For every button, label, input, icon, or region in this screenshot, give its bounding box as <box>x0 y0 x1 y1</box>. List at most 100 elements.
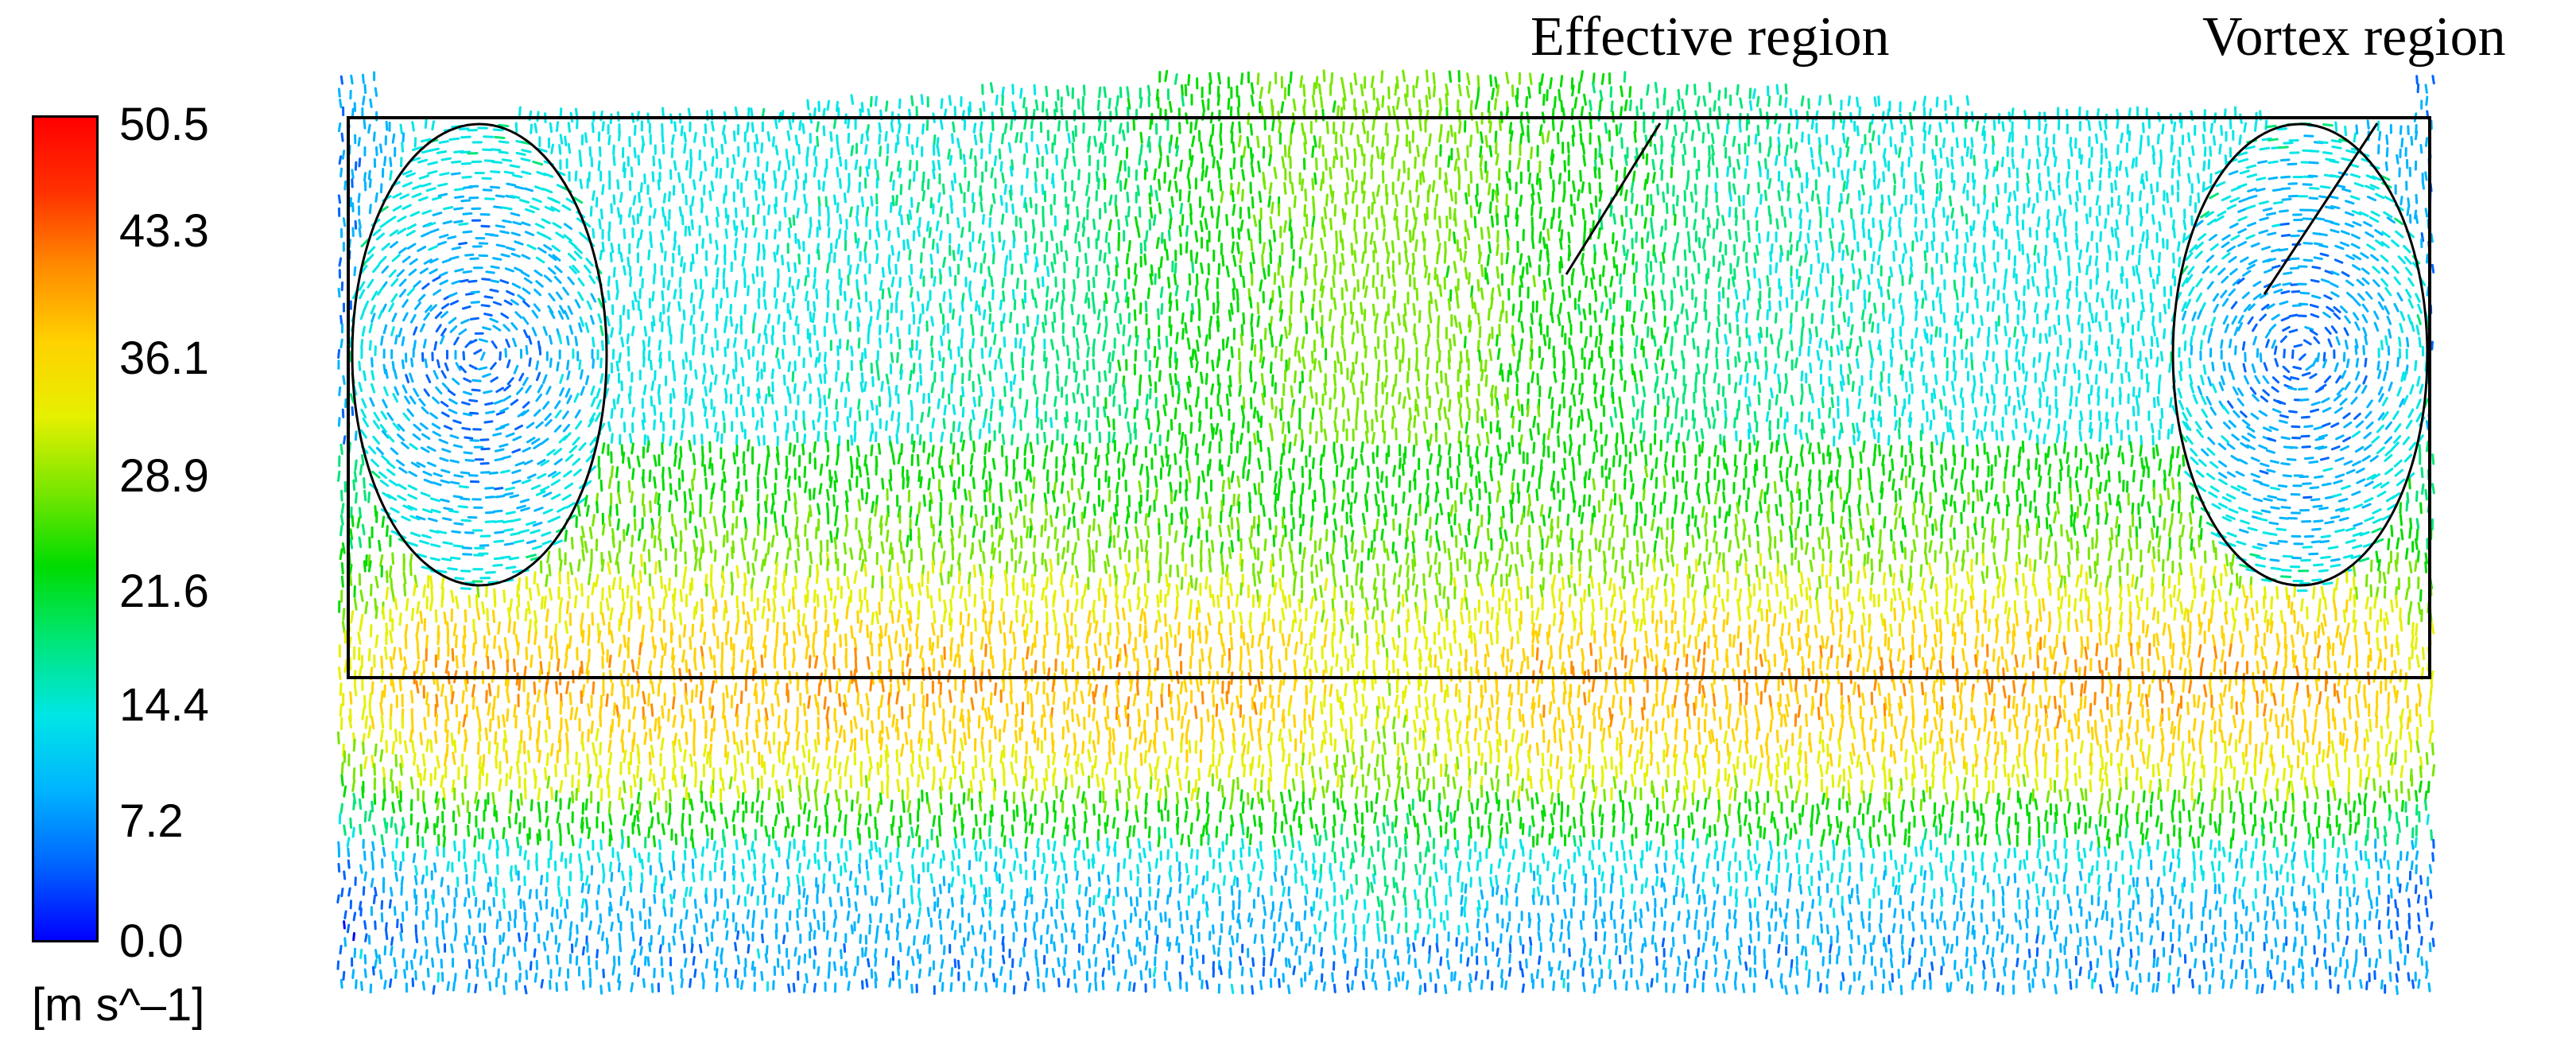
velocity-vector <box>619 251 623 262</box>
velocity-vector <box>1115 172 1120 184</box>
velocity-vector <box>398 247 407 255</box>
velocity-vector <box>2289 257 2300 261</box>
velocity-vector <box>1251 165 1255 178</box>
velocity-vector <box>1000 107 1004 119</box>
velocity-vector <box>1227 359 1231 371</box>
velocity-vector <box>502 324 510 332</box>
velocity-vector <box>960 250 964 262</box>
velocity-vector <box>980 348 984 359</box>
velocity-vector <box>1127 205 1131 218</box>
velocity-vector <box>1185 289 1189 302</box>
velocity-vector <box>1939 147 1943 159</box>
velocity-vector <box>2168 362 2172 373</box>
velocity-vector <box>1484 374 1488 387</box>
velocity-vector <box>2078 348 2082 359</box>
velocity-vector <box>1196 273 1199 286</box>
velocity-vector <box>1096 385 1100 397</box>
velocity-vector <box>616 179 620 190</box>
velocity-vector <box>744 227 748 239</box>
velocity-vector <box>1382 227 1387 241</box>
velocity-vector <box>498 150 509 154</box>
velocity-vector <box>599 373 604 384</box>
velocity-vector <box>443 206 454 211</box>
velocity-vector <box>2024 333 2028 344</box>
velocity-vector <box>1332 155 1336 169</box>
velocity-vector <box>1153 345 1157 359</box>
velocity-vector <box>2330 139 2342 143</box>
velocity-vector <box>1057 120 1061 132</box>
velocity-vector <box>358 227 362 238</box>
velocity-vector <box>1065 250 1069 262</box>
velocity-vector <box>399 193 410 200</box>
velocity-vector <box>1845 146 1850 157</box>
velocity-vector <box>825 312 829 324</box>
velocity-vector <box>1623 71 1627 83</box>
velocity-vector <box>1201 169 1205 181</box>
velocity-vector <box>627 207 632 218</box>
velocity-vector <box>2353 132 2357 143</box>
velocity-vector <box>1949 95 1953 106</box>
velocity-vector <box>1821 262 1825 274</box>
velocity-vector <box>1479 154 1484 168</box>
velocity-vector <box>1271 374 1274 387</box>
velocity-vector <box>1030 118 1034 130</box>
velocity-vector <box>548 293 556 302</box>
velocity-vector <box>556 361 560 372</box>
velocity-vector <box>1697 237 1701 249</box>
velocity-vector <box>1739 374 1743 386</box>
velocity-vector <box>1084 292 1088 304</box>
velocity-vector <box>918 216 921 228</box>
velocity-vector <box>2277 146 2289 150</box>
velocity-vector <box>801 122 805 134</box>
velocity-vector <box>480 224 491 228</box>
velocity-vector <box>2141 231 2145 243</box>
velocity-vector <box>1736 255 1740 268</box>
velocity-vector <box>2166 192 2169 204</box>
velocity-vector <box>1610 373 1614 386</box>
velocity-vector <box>402 255 411 263</box>
velocity-vector <box>1394 83 1398 96</box>
velocity-vector <box>2098 180 2102 192</box>
velocity-vector <box>1692 337 1696 350</box>
velocity-vector <box>1861 184 1865 196</box>
velocity-vector <box>1488 348 1493 361</box>
velocity-vector <box>1757 297 1762 309</box>
velocity-vector <box>1584 336 1589 348</box>
velocity-vector <box>747 348 751 360</box>
velocity-vector <box>1076 221 1080 232</box>
velocity-vector <box>391 133 396 144</box>
velocity-vector <box>1780 205 1784 217</box>
legend-tick: 21.6 <box>119 565 209 617</box>
velocity-vector <box>1194 285 1198 297</box>
velocity-vector <box>2252 323 2258 332</box>
velocity-vector <box>951 133 954 144</box>
velocity-vector <box>771 381 774 393</box>
velocity-vector <box>2187 132 2191 143</box>
velocity-vector <box>1790 340 1794 352</box>
velocity-vector <box>990 167 994 179</box>
velocity-vector <box>630 166 634 177</box>
velocity-vector <box>1608 346 1612 359</box>
velocity-vector <box>534 223 545 229</box>
velocity-vector <box>1530 192 1535 205</box>
velocity-vector <box>1798 255 1803 267</box>
velocity-vector <box>855 216 859 227</box>
velocity-vector <box>2240 256 2249 263</box>
velocity-vector <box>641 142 645 153</box>
velocity-vector <box>439 279 448 286</box>
velocity-vector <box>1670 299 1674 311</box>
velocity-vector <box>2212 293 2219 302</box>
velocity-vector <box>2185 298 2191 309</box>
velocity-vector <box>2252 280 2262 287</box>
velocity-vector <box>685 352 689 363</box>
velocity-vector <box>1584 275 1589 288</box>
velocity-vector <box>1685 84 1689 96</box>
velocity-vector <box>1486 254 1491 266</box>
velocity-vector <box>1456 239 1460 253</box>
velocity-vector <box>1639 300 1644 312</box>
velocity-vector <box>1373 240 1378 254</box>
velocity-vector <box>1790 277 1794 289</box>
velocity-vector <box>2199 340 2203 351</box>
velocity-vector <box>1216 301 1220 314</box>
velocity-vector <box>2384 161 2388 172</box>
